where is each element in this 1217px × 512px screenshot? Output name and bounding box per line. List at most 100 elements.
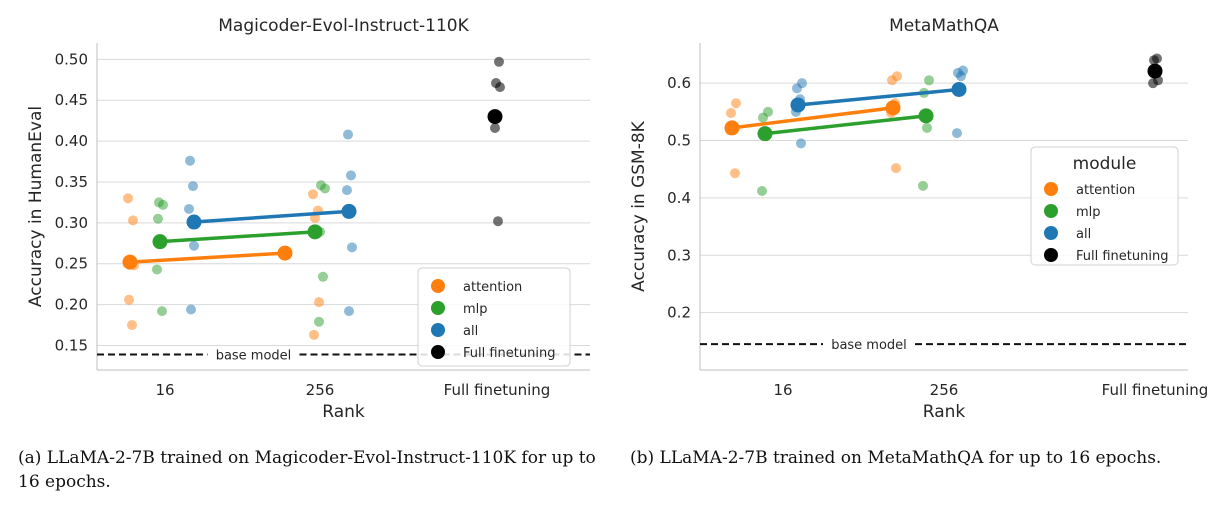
legend-label: attention	[1076, 183, 1135, 198]
data-point	[188, 181, 198, 192]
legend-label: mlp	[463, 302, 488, 317]
legend-marker	[1044, 204, 1058, 218]
chart-panel-b: 0.2 0.3 0.4 0.5 0.6 16 256 Full finetuning MetaM…	[629, 16, 1208, 422]
data-point	[493, 216, 503, 227]
baseline-label: base model	[831, 338, 907, 353]
mean-point	[885, 100, 901, 116]
mean-point	[152, 234, 168, 250]
legend-marker	[431, 323, 445, 337]
data-point	[152, 264, 162, 275]
data-point	[495, 82, 505, 93]
data-point	[726, 107, 736, 118]
mean-line	[764, 114, 927, 136]
mean-point	[307, 224, 323, 240]
x-axis-label: Rank	[322, 402, 365, 422]
data-point	[730, 168, 740, 179]
mean-point	[790, 97, 806, 113]
mean-line	[797, 87, 960, 107]
data-point	[123, 193, 133, 204]
data-point	[308, 189, 318, 200]
legend-label: all	[1076, 227, 1091, 242]
mean-point	[487, 109, 503, 125]
mean-point	[951, 81, 967, 97]
data-point	[758, 112, 768, 123]
y-tick-label: 0.4	[667, 189, 691, 207]
legend-label: all	[463, 324, 478, 339]
x-tick-label: Full finetuning	[1102, 381, 1209, 399]
mean-line	[193, 209, 350, 224]
x-tick-label: 16	[155, 381, 174, 399]
data-point	[346, 170, 356, 181]
legend-label: Full finetuning	[1076, 249, 1168, 264]
chart-title: MetaMathQA	[889, 16, 999, 36]
mean-point	[918, 108, 934, 124]
mean-point	[757, 126, 773, 142]
y-axis-label: Accuracy in HumanEval	[26, 106, 46, 307]
legend-marker	[1044, 248, 1058, 262]
legend-marker	[431, 279, 445, 293]
y-tick-label: 0.25	[55, 255, 88, 273]
data-point	[918, 180, 928, 191]
data-point	[127, 320, 137, 331]
y-tick-label: 0.6	[667, 74, 691, 92]
data-point	[347, 242, 357, 253]
data-point	[124, 294, 134, 305]
x-tick-label: 256	[930, 381, 959, 399]
data-point	[189, 240, 199, 251]
data-point	[891, 163, 901, 174]
mean-line	[129, 251, 286, 264]
legend-marker	[431, 345, 445, 359]
mean-point	[122, 254, 138, 270]
data-point	[924, 75, 934, 86]
data-point	[731, 98, 741, 109]
data-point	[922, 122, 932, 133]
baseline-label: base model	[216, 348, 292, 363]
legend-marker	[1044, 226, 1058, 240]
legend-label: Full finetuning	[463, 346, 555, 361]
legend-label: attention	[463, 280, 522, 295]
data-point	[952, 128, 962, 139]
data-point	[1149, 55, 1159, 66]
mean-point	[341, 203, 357, 219]
legend-box	[417, 267, 571, 367]
y-tick-label: 0.40	[55, 132, 88, 150]
data-point	[128, 215, 138, 226]
data-point	[1148, 78, 1158, 89]
data-point	[887, 75, 897, 86]
y-tick-label: 0.15	[55, 336, 88, 354]
caption-a: (a) LLaMA-2-7B trained on Magicoder-Evol…	[18, 448, 596, 492]
mean-point	[724, 120, 740, 136]
data-point	[318, 271, 328, 282]
caption-b: (b) LLaMA-2-7B trained on MetaMathQA for…	[630, 448, 1162, 468]
legend-marker	[1044, 182, 1058, 196]
data-point	[157, 306, 167, 317]
x-tick-label: 16	[773, 381, 792, 399]
y-tick-label: 0.35	[55, 173, 88, 191]
legend-marker	[431, 301, 445, 315]
y-tick-label: 0.3	[667, 246, 691, 264]
y-tick-label: 0.45	[55, 91, 88, 109]
data-point	[343, 129, 353, 140]
data-point	[314, 297, 324, 308]
data-point	[185, 155, 195, 166]
data-point	[186, 304, 196, 315]
legend-label: mlp	[1076, 205, 1101, 220]
mean-line	[731, 106, 894, 130]
data-point	[490, 123, 500, 134]
mean-line	[159, 230, 316, 244]
y-tick-label: 0.50	[55, 50, 88, 68]
chart-title: Magicoder-Evol-Instruct-110K	[218, 16, 469, 36]
y-axis-label: Accuracy in GSM-8K	[629, 120, 649, 291]
data-point	[792, 83, 802, 94]
data-point	[184, 203, 194, 214]
legend-box	[1030, 146, 1179, 266]
data-point	[309, 329, 319, 340]
x-axis-label: Rank	[923, 402, 966, 422]
data-point	[342, 185, 352, 196]
mean-point	[186, 214, 202, 230]
y-tick-label: 0.30	[55, 214, 88, 232]
mean-point	[1147, 63, 1163, 79]
x-tick-label: 256	[306, 381, 335, 399]
y-tick-label: 0.2	[667, 304, 691, 322]
